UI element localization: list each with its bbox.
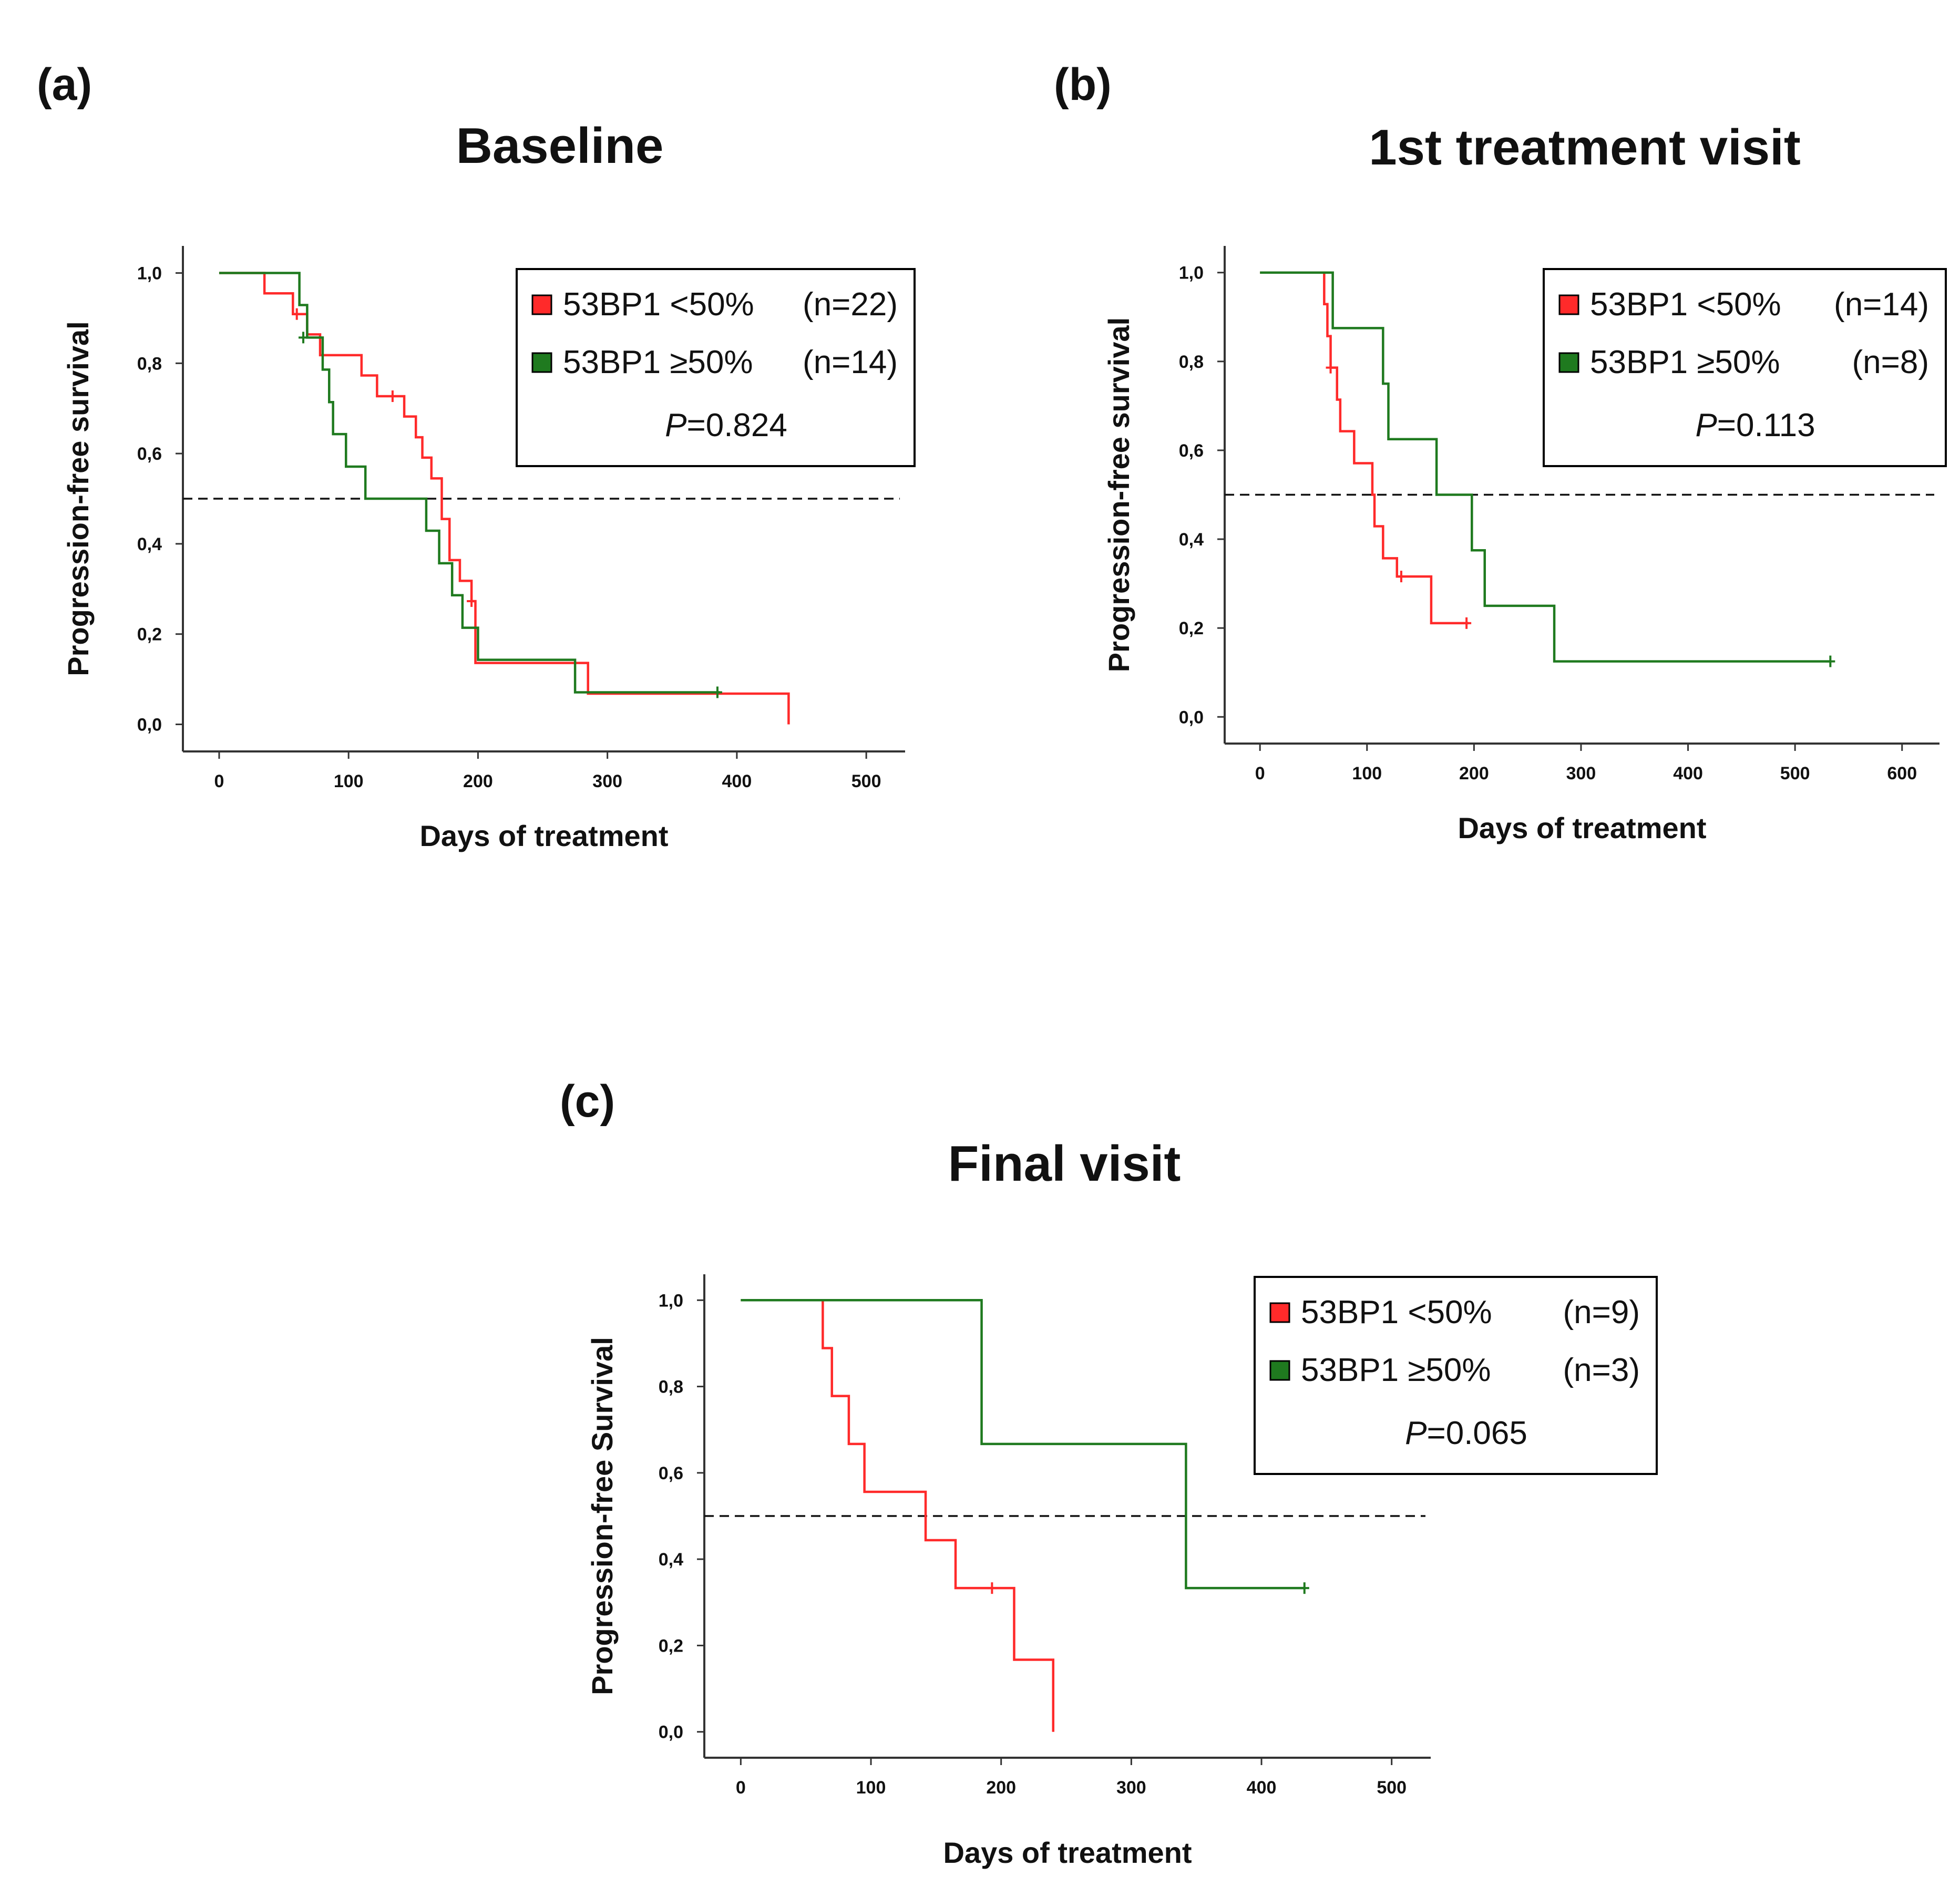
y-tick-label: 0,8 [1179,352,1204,372]
y-tick-label: 0,2 [137,625,162,645]
x-tick-label: 300 [1566,764,1596,783]
legend-n: (n=8) [1852,344,1929,380]
y-tick-label: 0,4 [659,1550,683,1570]
y-tick-label: 0,4 [1179,530,1204,550]
p-symbol: P [1405,1415,1427,1451]
legend-n: (n=14) [803,344,898,380]
legend-label: 53BP1 ≥50% [1590,344,1780,380]
p-value-text: P=0.113 [1695,407,1815,444]
survival-curve [219,272,720,694]
km-panel: (a) Baseline 0,0 0,2 0,4 0,6 0,8 1,0 0 100 200 300 4… [37,59,916,852]
x-tick-label: 500 [851,771,881,791]
y-tick-label: 0,2 [1179,618,1204,638]
x-tick-label: 300 [1116,1778,1146,1798]
legend-n: (n=9) [1563,1294,1640,1331]
y-tick-label: 0,4 [137,534,162,554]
x-tick-label: 400 [1247,1778,1277,1798]
p-symbol: P [665,407,686,444]
y-axis-title: Progression-free survival [1102,317,1135,672]
panel-title: Final visit [948,1136,1181,1192]
legend-box [1254,1276,1658,1475]
y-tick-label: 1,0 [137,264,162,284]
legend-swatch [531,294,552,315]
y-tick-label: 0,0 [659,1723,683,1742]
legend-swatch [531,352,552,373]
x-tick-label: 600 [1887,764,1917,783]
p-value: =0.824 [687,407,787,444]
legend-swatch [1558,352,1579,373]
x-tick-label: 100 [334,771,364,791]
x-tick-label: 0 [736,1778,746,1798]
legend-box [516,268,916,467]
x-tick-label: 400 [722,771,752,791]
legend-label: 53BP1 <50% [1301,1294,1492,1331]
legend-label: 53BP1 ≥50% [563,344,753,380]
x-tick-label: 0 [214,771,224,791]
legend-swatch [1558,294,1579,315]
panel-title: Baseline [456,118,664,174]
legend-label: 53BP1 <50% [1590,286,1781,323]
legend-n: (n=3) [1563,1352,1640,1388]
y-tick-label: 0,6 [1179,441,1204,461]
legend-swatch [1269,1360,1290,1381]
y-tick-label: 0,8 [659,1377,683,1397]
legend-n: (n=14) [1834,286,1929,323]
y-tick-label: 0,0 [1179,707,1204,727]
x-tick-label: 400 [1673,764,1703,783]
legend-label: 53BP1 ≥50% [1301,1352,1491,1388]
y-tick-label: 0,0 [137,715,162,735]
panel-title: 1st treatment visit [1369,119,1801,176]
y-tick-label: 1,0 [659,1291,683,1311]
x-axis-title: Days of treatment [419,819,668,852]
y-tick-label: 0,2 [659,1636,683,1656]
x-tick-label: 100 [856,1778,886,1798]
p-symbol: P [1695,407,1717,444]
y-tick-label: 1,0 [1179,263,1204,283]
legend-label: 53BP1 <50% [563,286,754,323]
y-tick-label: 0,6 [137,444,162,464]
survival-curve [741,1299,1055,1732]
panel-letter: (c) [560,1076,615,1127]
y-axis-title: Progression-free survival [61,321,95,676]
x-tick-label: 300 [592,771,622,791]
km-panel: (c) Final visit 0,0 0,2 0,4 0,6 0,8 1,0 0 100 200 3… [560,1076,1658,1869]
y-tick-label: 0,6 [659,1463,683,1483]
x-axis-title: Days of treatment [1458,811,1706,844]
p-value-text: P=0.065 [1405,1415,1527,1451]
panel-letter: (a) [37,59,92,110]
p-value-text: P=0.824 [665,407,787,444]
km-panel: (b) 1st treatment visit 0,0 0,2 0,4 0,6 0,8 1,0… [1054,59,1947,844]
x-tick-label: 200 [1459,764,1489,783]
x-tick-label: 200 [986,1778,1016,1798]
survival-curve [741,1299,1305,1590]
y-tick-label: 0,8 [137,354,162,374]
x-tick-label: 500 [1780,764,1810,783]
p-value: =0.113 [1717,407,1815,444]
legend-swatch [1269,1302,1290,1323]
x-tick-label: 100 [1352,764,1382,783]
panel-letter: (b) [1054,59,1112,110]
x-tick-label: 200 [463,771,493,791]
x-tick-label: 0 [1255,764,1265,783]
p-value: =0.065 [1427,1415,1527,1451]
x-tick-label: 500 [1377,1778,1407,1798]
y-axis-title: Progression-free Survival [586,1337,619,1695]
survival-curve [1260,271,1831,663]
legend-box [1543,268,1947,467]
survival-curve [1260,271,1469,625]
x-axis-title: Days of treatment [943,1836,1192,1869]
legend-n: (n=22) [803,286,898,323]
